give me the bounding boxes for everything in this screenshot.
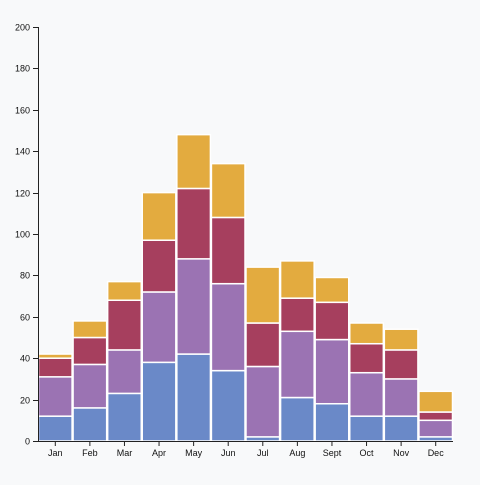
bar-segment-dec-series-3: [418, 411, 454, 422]
bar-segment-apr-series-4: [141, 191, 177, 241]
bar-segment-nov-series-1: [383, 415, 419, 442]
x-tick-label: Feb: [82, 448, 98, 458]
bar-segment-may-series-1: [176, 353, 212, 442]
bar-segment-jul-series-4: [245, 266, 281, 324]
y-tick-label: 80: [20, 271, 30, 281]
bar-segment-nov-series-2: [383, 378, 419, 417]
x-tick-label: Mar: [117, 448, 133, 458]
y-tick-label: 120: [15, 189, 30, 199]
bar-segment-feb-series-3: [72, 336, 108, 366]
bar-segment-sept-series-2: [314, 338, 350, 405]
bar-segment-aug-series-3: [279, 297, 315, 333]
bar-segment-jun-series-3: [210, 216, 246, 285]
bar-segment-dec-series-4: [418, 390, 454, 413]
y-tick-label: 60: [20, 313, 30, 323]
bar-segment-jun-series-2: [210, 282, 246, 372]
x-tick-label: Jun: [221, 448, 236, 458]
y-tick-label: 160: [15, 106, 30, 116]
bar-segment-mar-series-3: [106, 299, 142, 351]
x-tick-label: Jul: [257, 448, 269, 458]
bar-segment-apr-series-1: [141, 361, 177, 442]
y-tick-label: 200: [15, 23, 30, 33]
bar-segment-aug-series-1: [279, 396, 315, 442]
bar-segment-feb-series-2: [72, 363, 108, 409]
bar-segment-jul-series-3: [245, 322, 281, 368]
bar-segment-mar-series-1: [106, 392, 142, 442]
bar-segment-oct-series-3: [349, 342, 385, 374]
y-tick-label: 180: [15, 64, 30, 74]
bar-segment-sept-series-1: [314, 402, 350, 442]
bar-segment-jan-series-1: [37, 415, 73, 442]
bar-segment-may-series-3: [176, 187, 212, 260]
bar-segment-jan-series-2: [37, 376, 73, 417]
bar-segment-nov-series-3: [383, 349, 419, 380]
x-tick-label: Aug: [289, 448, 305, 458]
x-axis: Jan Feb Mar Apr May Jun Jul Aug Sept Oct Nov Dec: [38, 441, 453, 458]
y-tick-label: 20: [20, 396, 30, 406]
bar-segment-mar-series-2: [106, 349, 142, 395]
bar-segment-apr-series-3: [141, 239, 177, 293]
bar-segment-mar-series-4: [106, 280, 142, 301]
bar-segment-oct-series-2: [349, 371, 385, 417]
bars-layer: [37, 133, 454, 442]
bar-segment-oct-series-4: [349, 322, 385, 345]
x-tick-label: Sept: [323, 448, 342, 458]
bar-segment-apr-series-2: [141, 291, 177, 364]
y-tick-label: 140: [15, 147, 30, 157]
bar-segment-sept-series-3: [314, 301, 350, 341]
bar-segment-jan-series-4: [37, 353, 73, 359]
x-tick-label: Oct: [360, 448, 375, 458]
bar-segment-feb-series-1: [72, 407, 108, 442]
bar-segment-jan-series-3: [37, 357, 73, 378]
x-tick-label: Jan: [48, 448, 63, 458]
x-tick-label: Dec: [428, 448, 445, 458]
x-tick-label: Apr: [152, 448, 166, 458]
y-axis: 0 20 40 60 80 100 120 140 160 180 200: [15, 23, 39, 447]
bar-segment-aug-series-2: [279, 330, 315, 399]
y-tick-label: 0: [25, 437, 30, 447]
x-tick-label: May: [185, 448, 203, 458]
x-tick-label: Nov: [393, 448, 410, 458]
bar-segment-may-series-2: [176, 258, 212, 355]
bar-segment-feb-series-4: [72, 320, 108, 339]
bar-segment-sept-series-4: [314, 276, 350, 304]
bar-segment-dec-series-2: [418, 419, 454, 438]
bar-segment-nov-series-4: [383, 328, 419, 351]
bar-segment-oct-series-1: [349, 415, 385, 442]
bar-segment-may-series-4: [176, 133, 212, 190]
y-tick-label: 40: [20, 354, 30, 364]
bar-segment-aug-series-4: [279, 260, 315, 299]
bar-segment-jun-series-1: [210, 369, 246, 442]
y-tick-label: 100: [15, 230, 30, 240]
bar-segment-jun-series-4: [210, 162, 246, 219]
bar-segment-jul-series-2: [245, 365, 281, 438]
